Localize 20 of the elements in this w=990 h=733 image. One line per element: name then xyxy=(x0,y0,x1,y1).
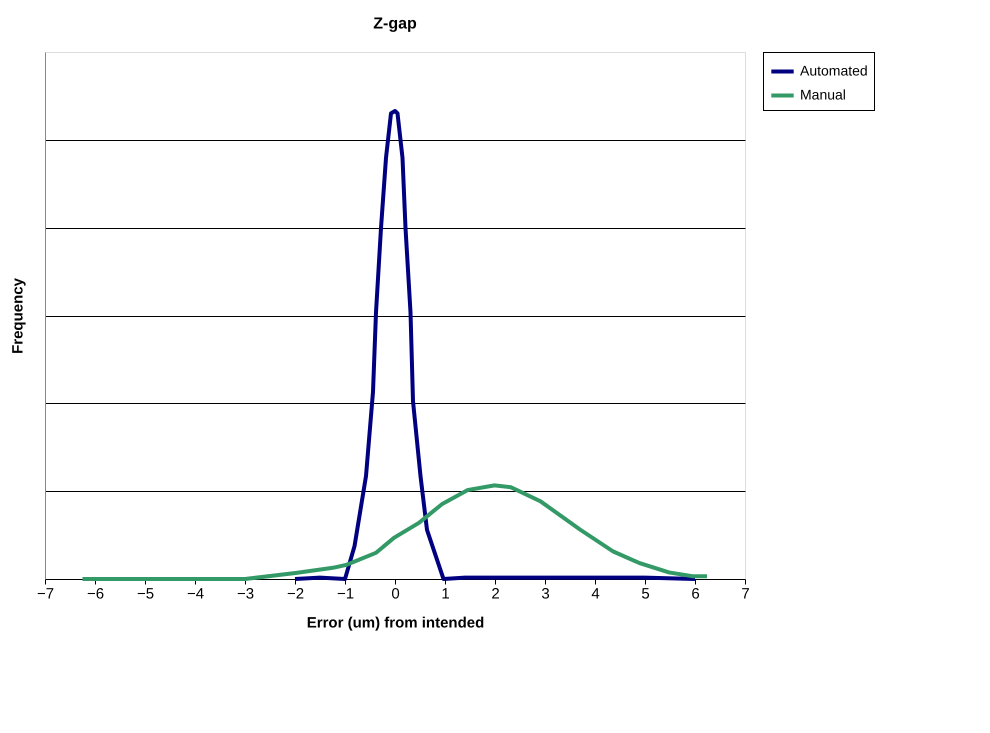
x-tick-label: 7 xyxy=(741,586,750,602)
x-tick-label: 5 xyxy=(641,586,650,602)
x-tick-label: 1 xyxy=(441,586,450,602)
x-tick-label: −1 xyxy=(336,586,354,602)
x-tick-label: −6 xyxy=(86,586,104,602)
x-tick-label: 2 xyxy=(491,586,500,602)
x-tick-label: −5 xyxy=(136,586,154,602)
legend-label: Automated xyxy=(800,62,868,78)
x-tick-label: −2 xyxy=(286,586,304,602)
y-axis-title: Frequency xyxy=(10,277,26,354)
x-tick-label: 3 xyxy=(541,586,550,602)
x-tick-label: −4 xyxy=(186,586,204,602)
chart-title: Z-gap xyxy=(373,16,417,32)
x-axis-title: Error (um) from intended xyxy=(306,614,484,632)
x-tick-label: 6 xyxy=(691,586,700,602)
legend-label: Manual xyxy=(800,86,846,102)
x-tick-label: −3 xyxy=(236,586,254,602)
x-tick-label: 4 xyxy=(591,586,600,602)
x-tick-label: 0 xyxy=(391,586,400,602)
x-tick-label: −7 xyxy=(36,586,54,602)
